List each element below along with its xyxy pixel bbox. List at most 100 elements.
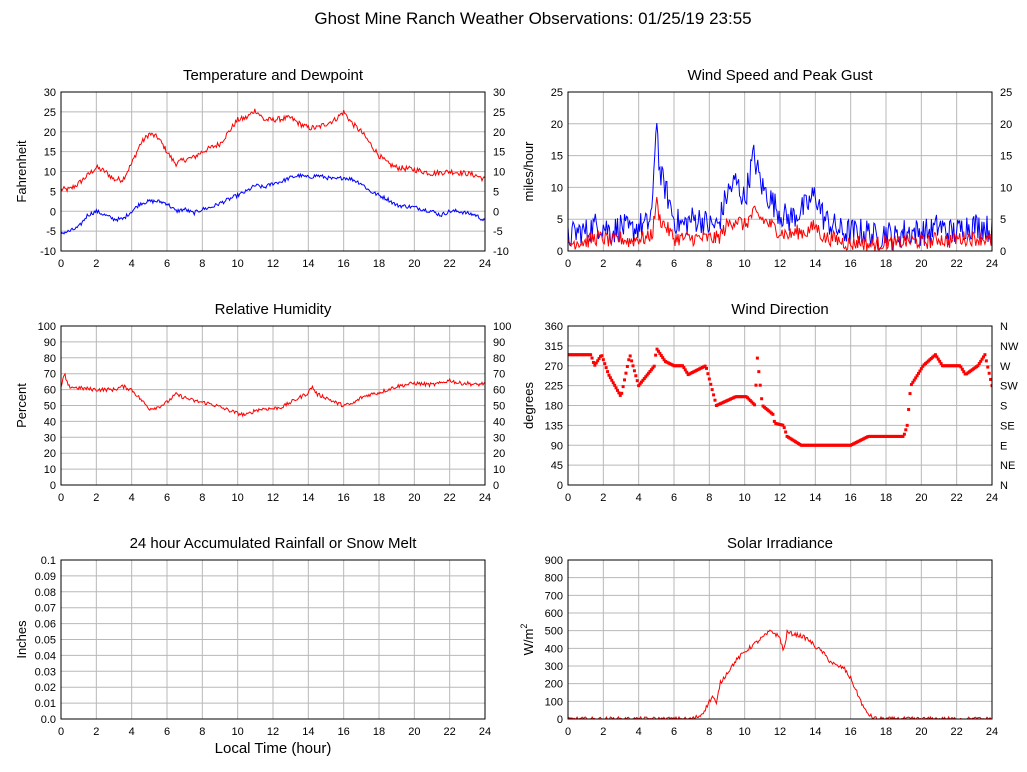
- direction-point: [706, 372, 710, 376]
- direction-point: [982, 355, 986, 359]
- y-tick-label: 45: [551, 460, 563, 472]
- direction-point: [632, 369, 636, 373]
- direction-point: [680, 364, 684, 368]
- right-tick-label: 10: [1000, 182, 1012, 194]
- x-axis-label: Local Time (hour): [215, 740, 332, 757]
- x-tick-label: 4: [129, 492, 135, 504]
- right-tick-label: SE: [1000, 420, 1015, 432]
- y-tick-label: 5: [50, 186, 56, 198]
- direction-point: [753, 403, 757, 407]
- direction-point: [772, 419, 776, 423]
- x-tick-label: 12: [774, 258, 786, 270]
- direction-point: [603, 362, 607, 366]
- direction-point: [960, 367, 964, 371]
- y-tick-label: 80: [44, 353, 56, 365]
- series-line-red: [568, 196, 992, 251]
- y-tick-label: 0.06: [35, 619, 56, 631]
- direction-point: [983, 353, 987, 357]
- x-tick-label: 24: [986, 492, 998, 504]
- direction-point: [613, 383, 617, 387]
- direction-point: [648, 369, 652, 373]
- direction-point: [682, 366, 686, 370]
- y-axis-label: Percent: [14, 383, 29, 428]
- right-tick-label: 50: [493, 401, 505, 413]
- x-tick-label: 12: [267, 726, 279, 738]
- y-tick-label: 600: [545, 608, 563, 620]
- y-tick-label: 400: [545, 643, 563, 655]
- direction-point: [624, 371, 628, 375]
- x-tick-label: 10: [739, 492, 751, 504]
- direction-point: [654, 353, 658, 357]
- direction-point: [986, 365, 990, 369]
- direction-point: [658, 351, 662, 355]
- x-tick-label: 8: [199, 492, 205, 504]
- y-tick-label: 0.07: [35, 603, 56, 615]
- y-axis-label: miles/hour: [521, 141, 536, 202]
- direction-point: [962, 370, 966, 374]
- right-tick-label: SW: [1000, 381, 1018, 393]
- plot-frame: [60, 91, 486, 252]
- y-tick-label: 800: [545, 573, 563, 585]
- y-tick-label: 300: [545, 661, 563, 673]
- direction-point: [754, 383, 758, 387]
- x-tick-label: 18: [373, 726, 385, 738]
- x-tick-label: 8: [706, 726, 712, 738]
- x-tick-label: 16: [845, 726, 857, 738]
- x-tick-label: 8: [199, 726, 205, 738]
- plot-frame: [567, 325, 993, 486]
- direction-point: [976, 364, 980, 368]
- direction-point: [594, 361, 598, 365]
- x-tick-label: 12: [774, 726, 786, 738]
- right-tick-label: 40: [493, 416, 505, 428]
- direction-point: [628, 354, 632, 358]
- direction-point: [634, 374, 638, 378]
- x-tick-label: 16: [338, 258, 350, 270]
- x-tick-label: 22: [444, 258, 456, 270]
- x-tick-label: 22: [444, 492, 456, 504]
- y-tick-label: 0.09: [35, 571, 56, 583]
- y-tick-label: 0.08: [35, 587, 56, 599]
- y-axis-label-text: miles/hour: [521, 141, 536, 202]
- right-tick-label: 15: [1000, 151, 1012, 163]
- x-tick-label: 10: [739, 726, 751, 738]
- x-tick-label: 8: [706, 258, 712, 270]
- right-tick-label: 0: [493, 480, 499, 492]
- direction-point: [647, 371, 651, 375]
- y-tick-label: 0: [50, 480, 56, 492]
- direction-point: [784, 430, 788, 434]
- x-tick-label: 22: [444, 726, 456, 738]
- direction-point: [757, 370, 761, 374]
- x-tick-label: 20: [408, 726, 420, 738]
- x-tick-label: 12: [774, 492, 786, 504]
- direction-point: [987, 371, 991, 375]
- y-tick-label: 70: [44, 369, 56, 381]
- y-tick-label: 315: [545, 341, 563, 353]
- y-tick-label: 15: [44, 147, 56, 159]
- direction-point: [638, 382, 642, 386]
- x-tick-label: 18: [373, 492, 385, 504]
- y-tick-label: 10: [551, 182, 563, 194]
- y-axis-label-text: W/m: [521, 629, 536, 656]
- x-tick-label: 2: [600, 492, 606, 504]
- right-tick-label: S: [1000, 401, 1007, 413]
- x-tick-label: 4: [636, 258, 642, 270]
- x-tick-label: 22: [951, 726, 963, 738]
- right-tick-label: 20: [1000, 119, 1012, 131]
- direction-point: [642, 377, 646, 381]
- direction-point: [606, 370, 610, 374]
- right-tick-label: N: [1000, 321, 1008, 333]
- direction-point: [656, 349, 660, 353]
- direction-point: [713, 398, 717, 402]
- y-axis-label-text: Inches: [14, 620, 29, 659]
- direction-point: [649, 368, 653, 372]
- direction-point: [914, 376, 918, 380]
- chart-title: Temperature and Dewpoint: [183, 67, 364, 84]
- y-tick-label: 270: [545, 361, 563, 373]
- x-tick-label: 14: [809, 258, 821, 270]
- y-tick-label: 700: [545, 590, 563, 602]
- direction-point: [990, 384, 992, 388]
- direction-point: [939, 362, 943, 366]
- right-tick-label: 25: [493, 107, 505, 119]
